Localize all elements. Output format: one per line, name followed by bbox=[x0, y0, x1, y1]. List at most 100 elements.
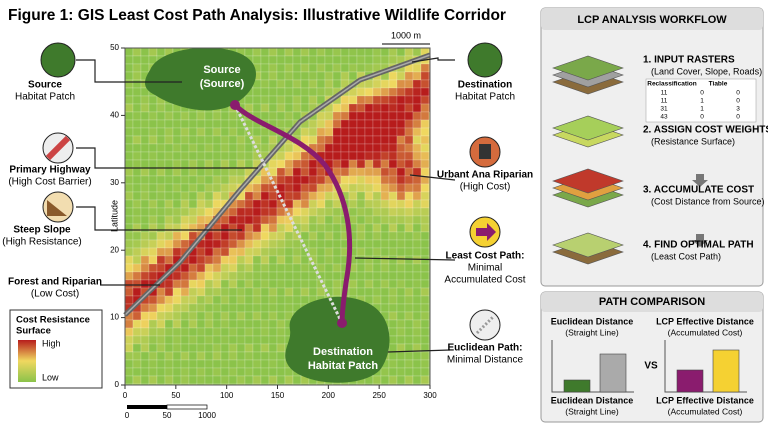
heat-cell bbox=[268, 71, 278, 81]
heat-cell bbox=[124, 231, 134, 241]
heat-cell bbox=[148, 375, 158, 385]
heat-cell bbox=[412, 183, 422, 193]
heat-cell bbox=[388, 263, 398, 273]
icon bbox=[479, 144, 491, 159]
heat-cell bbox=[252, 287, 262, 297]
heat-cell bbox=[308, 247, 318, 257]
heat-cell bbox=[260, 303, 270, 313]
heat-cell bbox=[324, 127, 334, 137]
heat-cell bbox=[164, 351, 174, 361]
heat-cell bbox=[252, 343, 262, 353]
cmp-label: LCP Effective Distance bbox=[656, 316, 754, 326]
heat-cell bbox=[180, 367, 190, 377]
heat-cell bbox=[236, 327, 246, 337]
heat-cell bbox=[300, 271, 310, 281]
heat-cell bbox=[316, 175, 326, 185]
heat-cell bbox=[220, 111, 230, 121]
heat-cell bbox=[372, 47, 382, 57]
heat-cell bbox=[332, 63, 342, 73]
heat-cell bbox=[148, 175, 158, 185]
heat-cell bbox=[204, 167, 214, 177]
heat-cell bbox=[180, 167, 190, 177]
heat-cell bbox=[356, 199, 366, 209]
heat-cell bbox=[220, 191, 230, 201]
callout: Accumulated Cost bbox=[444, 275, 525, 286]
heat-cell bbox=[292, 95, 302, 105]
heat-cell bbox=[268, 279, 278, 289]
heat-cell bbox=[156, 359, 166, 369]
heat-cell bbox=[260, 335, 270, 345]
scale-bar bbox=[166, 404, 208, 410]
heat-cell bbox=[180, 375, 190, 385]
heat-cell bbox=[308, 191, 318, 201]
heat-cell bbox=[356, 279, 366, 289]
heat-cell bbox=[140, 319, 150, 329]
heat-cell bbox=[260, 111, 270, 121]
callout-texts: Source Habitat Patch Primary Highway (Hi… bbox=[2, 80, 533, 366]
heat-cell bbox=[380, 167, 390, 177]
heat-cell bbox=[420, 167, 430, 177]
heat-cell bbox=[396, 239, 406, 249]
heat-cell bbox=[396, 231, 406, 241]
heat-cell bbox=[236, 335, 246, 345]
heat-cell bbox=[348, 175, 358, 185]
heat-cell bbox=[348, 119, 358, 129]
heat-cell bbox=[276, 319, 286, 329]
heat-cell bbox=[412, 87, 422, 97]
heat-cell bbox=[196, 311, 206, 321]
heat-cell bbox=[212, 175, 222, 185]
heat-cell bbox=[260, 63, 270, 73]
heat-cell bbox=[412, 175, 422, 185]
heat-cell bbox=[348, 287, 358, 297]
heat-cell bbox=[404, 159, 414, 169]
heat-cell bbox=[148, 343, 158, 353]
heat-cell bbox=[420, 159, 430, 169]
heat-cell bbox=[220, 335, 230, 345]
heat-cell bbox=[188, 319, 198, 329]
heat-cell bbox=[364, 143, 374, 153]
heat-cell bbox=[188, 303, 198, 313]
heat-cell bbox=[212, 311, 222, 321]
heat-cell bbox=[324, 151, 334, 161]
heat-cell bbox=[412, 271, 422, 281]
heat-cell bbox=[308, 95, 318, 105]
heat-cell bbox=[396, 127, 406, 137]
heat-cell bbox=[212, 247, 222, 257]
callout: (High Cost Barrier) bbox=[8, 177, 91, 188]
heat-cell bbox=[132, 287, 142, 297]
heat-cell bbox=[308, 175, 318, 185]
heat-cell bbox=[324, 55, 334, 65]
heat-cell bbox=[164, 111, 174, 121]
heat-cell bbox=[164, 135, 174, 145]
heat-cell bbox=[172, 327, 182, 337]
heat-cell bbox=[284, 103, 294, 113]
heat-cell bbox=[388, 55, 398, 65]
heat-cell bbox=[308, 127, 318, 137]
heat-cell bbox=[188, 279, 198, 289]
heat-cell bbox=[316, 191, 326, 201]
heat-cell bbox=[252, 103, 262, 113]
heat-cell bbox=[260, 143, 270, 153]
heat-cell bbox=[420, 231, 430, 241]
heat-cell bbox=[188, 167, 198, 177]
heat-cell bbox=[244, 375, 254, 385]
heat-cell bbox=[124, 175, 134, 185]
heat-cell bbox=[276, 103, 286, 113]
heat-cell bbox=[204, 335, 214, 345]
heat-cell bbox=[404, 47, 414, 57]
heat-cell bbox=[268, 199, 278, 209]
heat-cell bbox=[220, 231, 230, 241]
scale-text: 1000 bbox=[198, 411, 216, 420]
heat-cell bbox=[276, 327, 286, 337]
heat-cell bbox=[260, 287, 270, 297]
heat-cell bbox=[148, 327, 158, 337]
heat-cell bbox=[164, 175, 174, 185]
heat-cell bbox=[220, 263, 230, 273]
heat-cell bbox=[396, 215, 406, 225]
heat-cell bbox=[244, 199, 254, 209]
axis: 0 50 100 150 200 250 300 0 10 20 30 40 50 bbox=[110, 43, 437, 400]
heat-cell bbox=[164, 375, 174, 385]
heat-cell bbox=[132, 183, 142, 193]
heat-cell bbox=[180, 143, 190, 153]
heat-cell bbox=[380, 87, 390, 97]
